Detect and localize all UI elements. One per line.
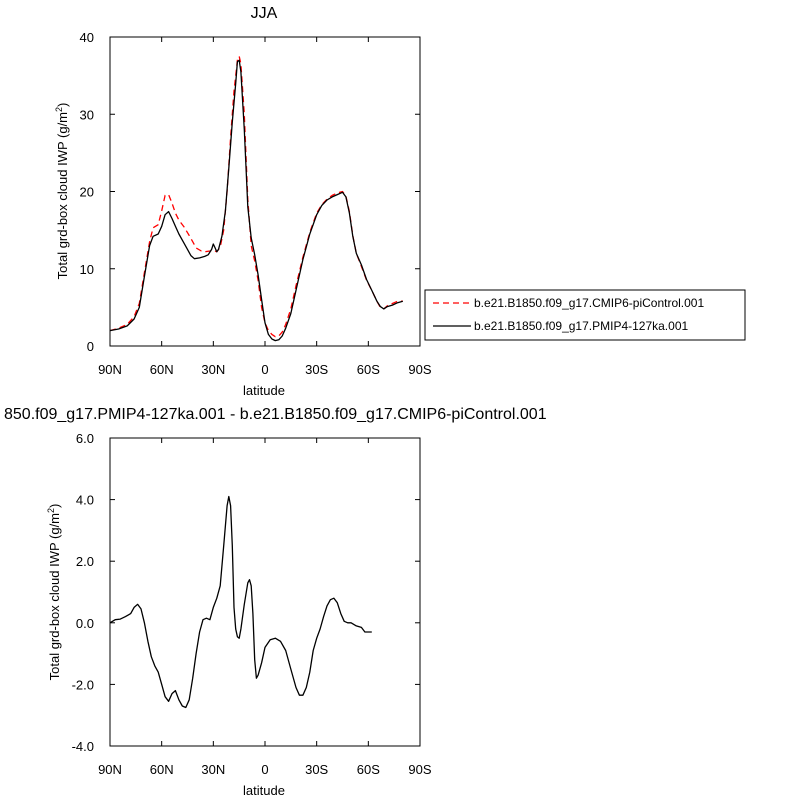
legend: b.e21.B1850.f09_g17.CMIP6-piControl.001 …	[424, 289, 746, 341]
bottom-x-tick-label: 60N	[150, 762, 174, 777]
top-panel-title: JJA	[251, 5, 278, 22]
top-axis-ticks: 90N 60N 30N 0 30S 60S 90S 0 10 20 30 40	[80, 30, 432, 377]
bottom-panel: 850.f09_g17.PMIP4-127ka.001 - b.e21.B185…	[4, 406, 547, 798]
top-y-tick-label: 40	[80, 30, 94, 45]
bottom-series-line-0	[109, 495, 372, 709]
top-panel: JJA latitude Total grd-box cloud IWP (g/…	[54, 5, 432, 398]
top-x-axis-label: latitude	[243, 383, 285, 398]
top-y-tick-label: 0	[87, 339, 94, 354]
top-x-tick-label: 90N	[98, 362, 122, 377]
bottom-panel-title: 850.f09_g17.PMIP4-127ka.001 - b.e21.B185…	[4, 406, 547, 423]
top-x-tick-label: 0	[261, 362, 268, 377]
top-x-tick-label: 90S	[408, 362, 431, 377]
top-x-tick-label: 30S	[305, 362, 328, 377]
bottom-y-tick-label: 6.0	[76, 431, 94, 446]
top-series-line-0	[109, 55, 403, 338]
bottom-x-tick-label: 60S	[357, 762, 380, 777]
bottom-x-tick-label: 90N	[98, 762, 122, 777]
bottom-x-tick-label: 0	[261, 762, 268, 777]
bottom-y-tick-label: -2.0	[72, 677, 94, 692]
top-series-lines	[109, 55, 403, 342]
bottom-y-axis-label: Total grd-box cloud IWP (g/m2)	[46, 504, 62, 681]
top-x-tick-label: 60S	[357, 362, 380, 377]
bottom-axis-ticks: 90N 60N 30N 0 30S 60S 90S -4.0 -2.0 0.0 2.0 4.0 6.0	[72, 431, 432, 777]
top-y-axis-label: Total grd-box cloud IWP (g/m2)	[54, 103, 70, 280]
top-y-tick-label: 20	[80, 185, 94, 200]
bottom-x-tick-label: 30N	[201, 762, 225, 777]
bottom-y-tick-label: 4.0	[76, 493, 94, 508]
top-x-tick-label: 30N	[201, 362, 225, 377]
bottom-y-tick-label: 2.0	[76, 554, 94, 569]
bottom-y-tick-label: 0.0	[76, 616, 94, 631]
top-x-tick-label: 60N	[150, 362, 174, 377]
bottom-x-axis-label: latitude	[243, 783, 285, 798]
top-plot-frame	[109, 36, 421, 347]
bottom-y-tick-label: -4.0	[72, 739, 94, 754]
bottom-x-tick-label: 30S	[305, 762, 328, 777]
bottom-x-tick-label: 90S	[408, 762, 431, 777]
bottom-series-lines	[109, 495, 372, 709]
legend-box	[424, 289, 746, 341]
top-y-tick-label: 30	[80, 107, 94, 122]
bottom-plot-frame	[109, 437, 421, 747]
legend-label-pmip4: b.e21.B1850.f09_g17.PMIP4-127ka.001	[474, 319, 688, 333]
top-y-tick-label: 10	[80, 262, 94, 277]
legend-label-picontrol: b.e21.B1850.f09_g17.CMIP6-piControl.001	[474, 296, 704, 310]
top-series-line-1	[109, 59, 403, 342]
